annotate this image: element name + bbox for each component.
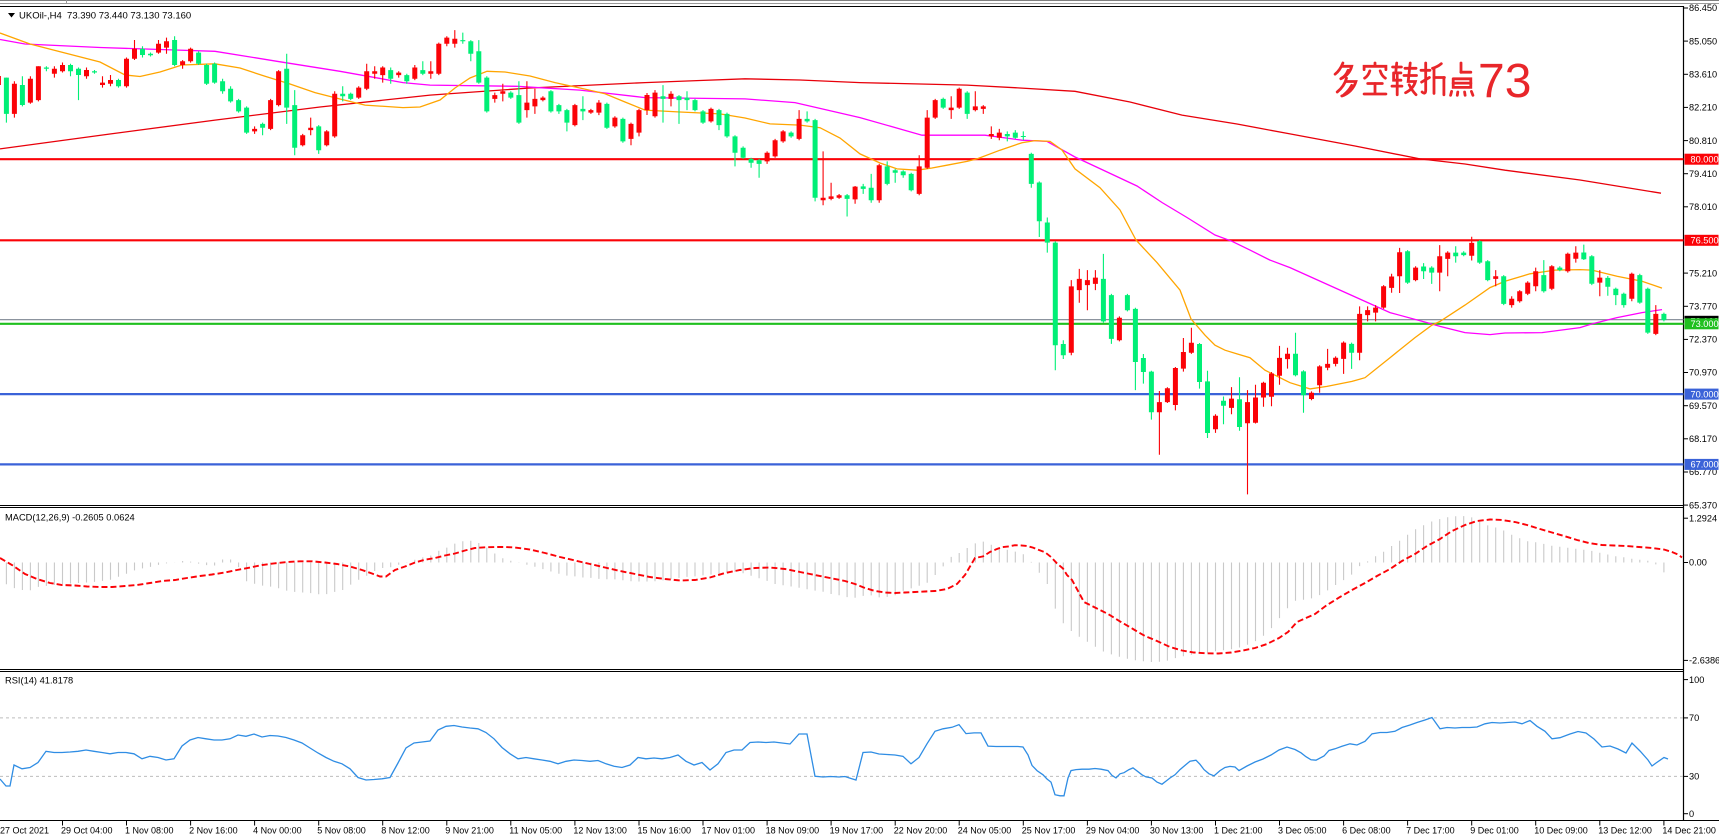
svg-text:4 Nov 00:00: 4 Nov 00:00 bbox=[253, 826, 302, 836]
svg-text:73.770: 73.770 bbox=[1689, 302, 1717, 312]
svg-text:10 Dec 09:00: 10 Dec 09:00 bbox=[1534, 826, 1588, 836]
svg-text:19 Nov 17:00: 19 Nov 17:00 bbox=[830, 826, 884, 836]
svg-text:UKOil-,H4 73.390 73.440 73.13: UKOil-,H4 73.390 73.440 73.130 73.160 bbox=[19, 11, 191, 22]
svg-text:73.000: 73.000 bbox=[1691, 319, 1719, 329]
svg-text:3 Dec 05:00: 3 Dec 05:00 bbox=[1278, 826, 1327, 836]
svg-text:70.970: 70.970 bbox=[1689, 368, 1717, 378]
svg-text:MACD(12,26,9) -0.2605 0.0624: MACD(12,26,9) -0.2605 0.0624 bbox=[5, 513, 135, 523]
svg-text:15 Nov 16:00: 15 Nov 16:00 bbox=[638, 826, 692, 836]
svg-text:67.000: 67.000 bbox=[1691, 460, 1719, 470]
svg-text:-2.6386: -2.6386 bbox=[1689, 656, 1719, 666]
svg-text:83.610: 83.610 bbox=[1689, 70, 1717, 80]
svg-text:76.500: 76.500 bbox=[1691, 236, 1719, 246]
svg-text:73: 73 bbox=[1478, 55, 1531, 108]
svg-text:69.570: 69.570 bbox=[1689, 401, 1717, 411]
svg-text:1 Dec 21:00: 1 Dec 21:00 bbox=[1214, 826, 1263, 836]
svg-text:14 Dec 21:00: 14 Dec 21:00 bbox=[1662, 826, 1716, 836]
svg-text:11 Nov 05:00: 11 Nov 05:00 bbox=[509, 826, 562, 836]
svg-text:9 Dec 01:00: 9 Dec 01:00 bbox=[1470, 826, 1519, 836]
svg-text:65.370: 65.370 bbox=[1689, 500, 1717, 510]
svg-text:30: 30 bbox=[1689, 772, 1699, 782]
svg-text:79.410: 79.410 bbox=[1689, 169, 1717, 179]
svg-text:25 Nov 17:00: 25 Nov 17:00 bbox=[1022, 826, 1076, 836]
svg-text:85.050: 85.050 bbox=[1689, 36, 1717, 46]
svg-text:68.170: 68.170 bbox=[1689, 434, 1717, 444]
svg-text:29 Oct 04:00: 29 Oct 04:00 bbox=[61, 826, 113, 836]
svg-text:66.770: 66.770 bbox=[1689, 467, 1717, 477]
svg-text:75.210: 75.210 bbox=[1689, 268, 1717, 278]
svg-text:86.450: 86.450 bbox=[1689, 3, 1717, 13]
svg-text:13 Dec 12:00: 13 Dec 12:00 bbox=[1598, 826, 1652, 836]
svg-text:30 Nov 13:00: 30 Nov 13:00 bbox=[1150, 826, 1204, 836]
svg-text:7 Dec 17:00: 7 Dec 17:00 bbox=[1406, 826, 1455, 836]
svg-text:6 Dec 08:00: 6 Dec 08:00 bbox=[1342, 826, 1391, 836]
svg-text:29 Nov 04:00: 29 Nov 04:00 bbox=[1086, 826, 1140, 836]
svg-text:27 Oct 2021: 27 Oct 2021 bbox=[0, 826, 49, 836]
svg-text:5 Nov 08:00: 5 Nov 08:00 bbox=[317, 826, 366, 836]
svg-text:1 Nov 08:00: 1 Nov 08:00 bbox=[125, 826, 174, 836]
svg-text:78.010: 78.010 bbox=[1689, 202, 1717, 212]
svg-text:18 Nov 09:00: 18 Nov 09:00 bbox=[766, 826, 820, 836]
svg-text:80.000: 80.000 bbox=[1691, 154, 1719, 164]
svg-text:0: 0 bbox=[1689, 809, 1694, 819]
svg-text:70.000: 70.000 bbox=[1691, 389, 1719, 399]
svg-text:RSI(14) 41.8178: RSI(14) 41.8178 bbox=[5, 676, 73, 686]
svg-text:9 Nov 21:00: 9 Nov 21:00 bbox=[445, 826, 494, 836]
svg-text:12 Nov 13:00: 12 Nov 13:00 bbox=[573, 826, 627, 836]
svg-text:72.370: 72.370 bbox=[1689, 335, 1717, 345]
svg-text:17 Nov 01:00: 17 Nov 01:00 bbox=[702, 826, 756, 836]
svg-text:1.2924: 1.2924 bbox=[1689, 513, 1717, 523]
svg-text:22 Nov 20:00: 22 Nov 20:00 bbox=[894, 826, 948, 836]
svg-text:24 Nov 05:00: 24 Nov 05:00 bbox=[958, 826, 1012, 836]
svg-text:8 Nov 12:00: 8 Nov 12:00 bbox=[381, 826, 430, 836]
svg-text:80.810: 80.810 bbox=[1689, 136, 1717, 146]
svg-text:100: 100 bbox=[1689, 675, 1704, 685]
svg-text:82.210: 82.210 bbox=[1689, 103, 1717, 113]
svg-text:0.00: 0.00 bbox=[1689, 558, 1707, 568]
svg-text:2 Nov 16:00: 2 Nov 16:00 bbox=[189, 826, 238, 836]
svg-text:70: 70 bbox=[1689, 713, 1699, 723]
